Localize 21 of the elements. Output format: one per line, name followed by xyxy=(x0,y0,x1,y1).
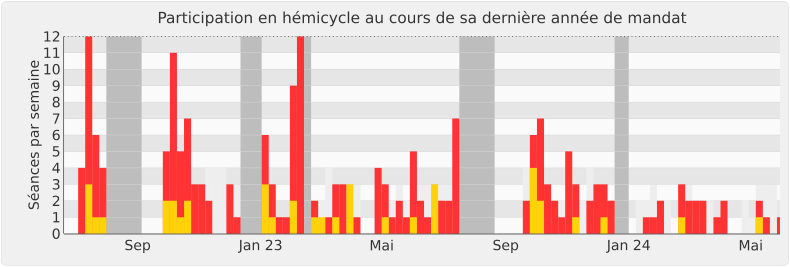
x-tick-label: Mai xyxy=(740,240,762,251)
y-tick-label: 11 xyxy=(44,48,60,58)
y-tick-label: 1 xyxy=(53,212,60,222)
y-tick-label: 12 xyxy=(44,31,60,42)
y-tick-label: 0 xyxy=(52,228,60,239)
y-tick-label: 8 xyxy=(52,96,60,108)
y-tick-label: 2 xyxy=(52,196,60,206)
x-tick-label: Mai xyxy=(370,240,393,251)
y-tick-label: 6 xyxy=(52,130,60,140)
x-tick-label: Jan 23 xyxy=(238,240,282,253)
x-tick-label: Sep xyxy=(493,240,518,253)
y-tick-label: 9 xyxy=(52,80,60,91)
y-tick-label: 3 xyxy=(52,179,60,190)
chart-title: Participation en hémicycle au cours de sa dernière année de mandat xyxy=(158,10,686,26)
y-tick-label: 10 xyxy=(44,64,60,74)
y-tick-label: 5 xyxy=(52,146,60,157)
y-tick-label: 7 xyxy=(52,113,60,124)
x-tick-label: Jan 24 xyxy=(606,240,650,253)
y-axis-title: Séances par semaine xyxy=(28,60,42,210)
y-tick-label: 4 xyxy=(52,162,60,173)
x-tick-label: Sep xyxy=(125,240,150,253)
